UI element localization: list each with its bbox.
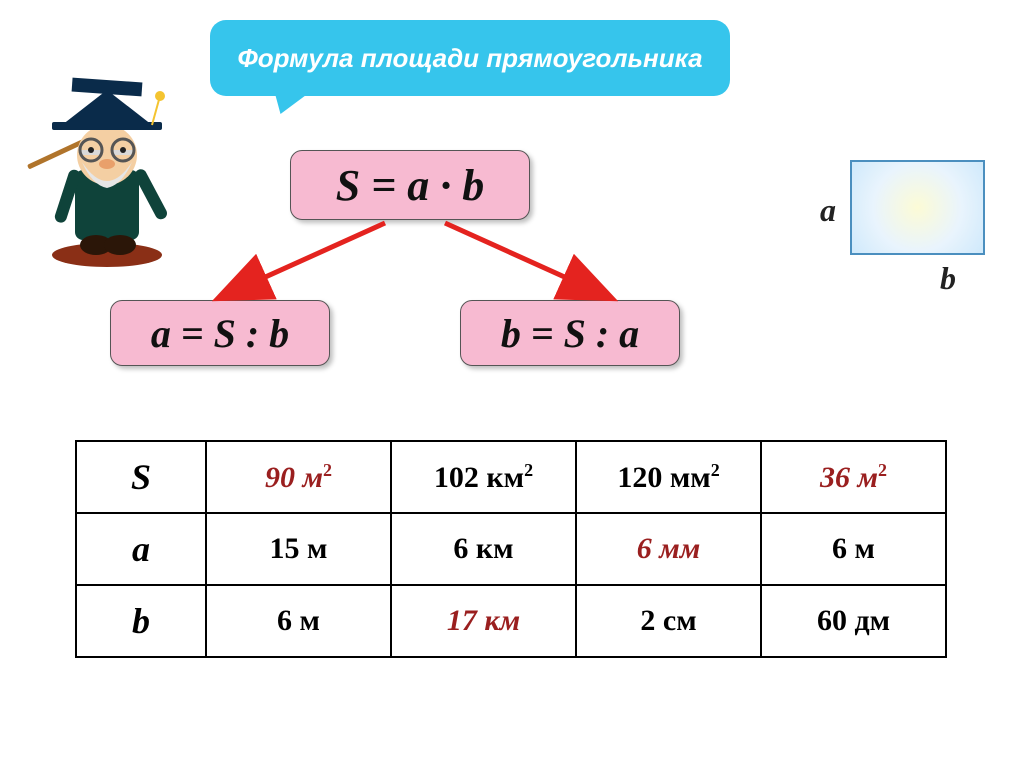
table-row: S90 м2102 км2120 мм236 м2 — [76, 441, 946, 513]
title-banner: Формула площади прямоугольника — [210, 20, 730, 96]
rectangle-shape — [850, 160, 985, 255]
table-cell: 17 км — [391, 585, 576, 657]
table-cell: 102 км2 — [391, 441, 576, 513]
formula-arrows — [190, 215, 640, 305]
professor-illustration — [12, 70, 197, 270]
table-row: b6 м17 км2 см60 дм — [76, 585, 946, 657]
table-cell: 2 см — [576, 585, 761, 657]
table-cell: 6 км — [391, 513, 576, 585]
table-cell: 6 м — [761, 513, 946, 585]
table-cell: 90 м2 — [206, 441, 391, 513]
title-text: Формула площади прямоугольника — [237, 43, 702, 74]
formula-b-text: b = S : a — [501, 310, 639, 357]
table-row-header: S — [76, 441, 206, 513]
formula-main-text: S = a · b — [336, 160, 485, 211]
arrow-right-icon — [445, 223, 600, 293]
table-cell: 6 м — [206, 585, 391, 657]
table-body: S90 м2102 км2120 мм236 м2a15 м6 км6 мм6 … — [76, 441, 946, 657]
table-cell: 60 дм — [761, 585, 946, 657]
formula-a-text: a = S : b — [151, 310, 289, 357]
rectangle-diagram: a b — [850, 160, 985, 255]
formula-derive-b: b = S : a — [460, 300, 680, 366]
arrow-left-icon — [230, 223, 385, 293]
rectangle-label-b: b — [940, 260, 956, 297]
rectangle-label-a: a — [820, 192, 836, 229]
table-cell: 36 м2 — [761, 441, 946, 513]
professor-icon — [12, 70, 197, 270]
table-row-header: b — [76, 585, 206, 657]
table-cell: 15 м — [206, 513, 391, 585]
table-cell: 120 мм2 — [576, 441, 761, 513]
formula-main: S = a · b — [290, 150, 530, 220]
formula-derive-a: a = S : b — [110, 300, 330, 366]
values-table: S90 м2102 км2120 мм236 м2a15 м6 км6 мм6 … — [75, 440, 947, 658]
table-row-header: a — [76, 513, 206, 585]
table-cell: 6 мм — [576, 513, 761, 585]
table-row: a15 м6 км6 мм6 м — [76, 513, 946, 585]
